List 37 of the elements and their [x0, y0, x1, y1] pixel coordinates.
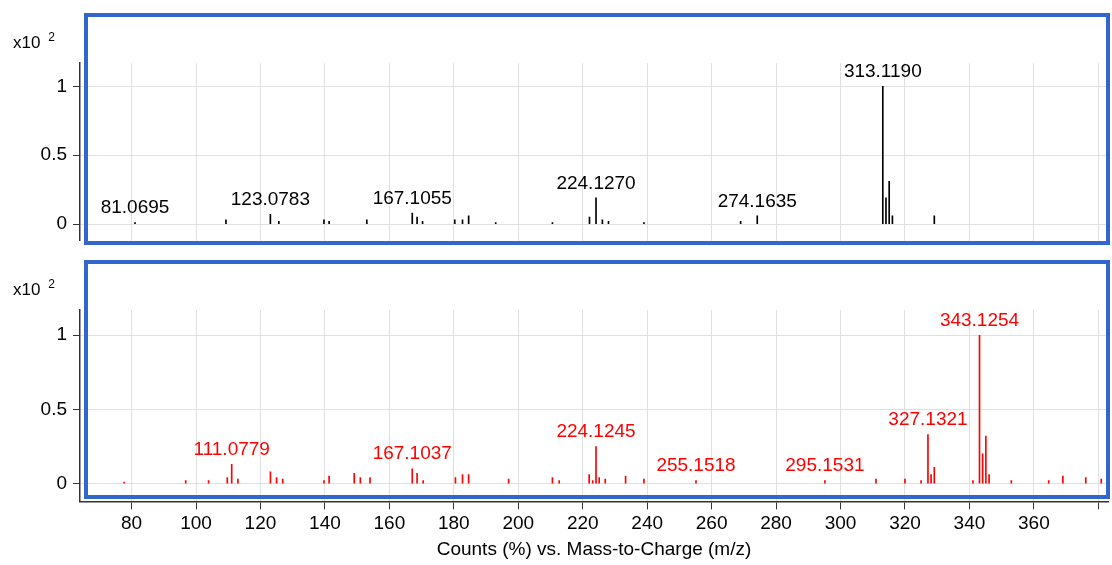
- y-tick-label: 0: [56, 471, 67, 493]
- annotation: 123.0783: [230, 188, 311, 210]
- x-tick-label: 360: [1018, 512, 1050, 534]
- annotation: 255.1518: [656, 454, 736, 476]
- x-tick-label: 280: [760, 512, 792, 534]
- x-axis-title: Counts (%) vs. Mass-to-Charge (m/z): [436, 537, 752, 559]
- annotation: 343.1254: [939, 308, 1020, 330]
- annotation: 167.1037: [372, 442, 452, 464]
- y-tick-label: 1: [56, 323, 67, 345]
- y-axis-title: x10 2: [13, 30, 56, 52]
- y-tick-label: 1: [56, 74, 67, 96]
- x-tick-label: 180: [437, 512, 470, 534]
- x-tick-label: 80: [120, 512, 143, 534]
- x-tick-label: 100: [180, 512, 212, 534]
- x-tick-label: 240: [631, 512, 664, 534]
- annotation: 327.1321: [888, 408, 968, 430]
- annotation: 81.0695: [100, 196, 170, 218]
- y-tick-label: 0: [56, 212, 67, 234]
- x-tick-label: 140: [309, 512, 341, 534]
- x-tick-label: 340: [953, 512, 986, 534]
- annotation: 274.1635: [717, 189, 797, 211]
- annotation: 224.1270: [556, 171, 636, 193]
- annotation: 224.1245: [556, 420, 636, 442]
- annotation: 295.1531: [785, 454, 865, 476]
- y-axis-title: x10 2: [13, 277, 56, 299]
- x-tick-label: 220: [566, 512, 599, 534]
- annotation: 167.1055: [372, 186, 452, 208]
- y-tick-label: 0.5: [40, 397, 67, 419]
- x-tick-label: 120: [244, 512, 277, 534]
- x-tick-label: 160: [373, 512, 406, 534]
- annotation: 313.1190: [843, 60, 922, 82]
- annotation: 111.0779: [193, 438, 270, 460]
- x-tick-label: 320: [889, 512, 921, 534]
- x-tick-label: 260: [695, 512, 728, 534]
- x-tick-label: 200: [502, 512, 535, 534]
- y-tick-label: 0.5: [40, 143, 67, 165]
- x-tick-label: 300: [824, 512, 857, 534]
